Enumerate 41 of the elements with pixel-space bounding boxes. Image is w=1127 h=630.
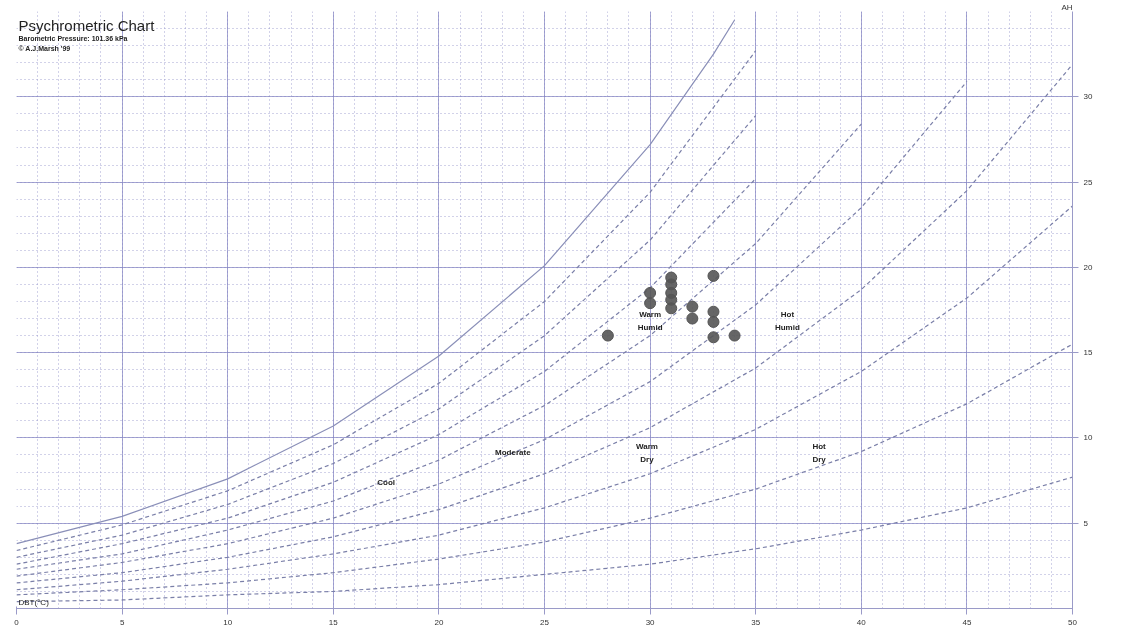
point [665, 302, 678, 315]
point [686, 312, 699, 325]
annotation: Moderate [495, 448, 532, 458]
y-tick-label: 20 [1083, 262, 1093, 272]
annotation: Warm Humid [637, 309, 663, 332]
line-series [16, 343, 1073, 596]
point [601, 329, 614, 342]
point [707, 331, 720, 344]
x-tick-label: 20 [434, 617, 444, 627]
point [707, 269, 720, 282]
annotation: Hot Humid [774, 309, 800, 332]
point [728, 329, 741, 342]
x-tick-label: 35 [751, 617, 761, 627]
annotation: Cool [377, 478, 395, 488]
y-tick-label: 10 [1083, 433, 1093, 443]
y-tick-label: 25 [1083, 177, 1093, 187]
y-axis-title: AH [1061, 2, 1073, 12]
point [644, 286, 657, 299]
line-series [16, 178, 757, 565]
line-series [16, 205, 1073, 591]
line-series [16, 123, 862, 570]
y-tick-label: 5 [1083, 518, 1089, 528]
point [707, 315, 720, 328]
annotation: Hot Dry [812, 442, 827, 465]
point [707, 305, 720, 318]
chart-title: Psychrometric Chart [18, 16, 156, 34]
x-tick-label: 40 [856, 617, 867, 627]
y-tick-label: 15 [1083, 348, 1093, 358]
point [686, 300, 699, 313]
x-tick-label: 15 [328, 617, 339, 627]
annotation: Warm Dry [635, 442, 658, 465]
x-tick-label: 30 [645, 617, 656, 627]
x-tick-label: 45 [962, 617, 972, 627]
x-tick-label: 25 [540, 617, 550, 627]
point [644, 297, 657, 310]
x-tick-label: 5 [119, 617, 125, 627]
x-axis-title: DBT(°C) [18, 597, 50, 607]
x-tick-label: 10 [223, 617, 233, 627]
x-tick-label: 50 [1068, 617, 1078, 627]
y-tick-label: 30 [1083, 92, 1093, 102]
x-tick-label: 0 [14, 617, 20, 627]
